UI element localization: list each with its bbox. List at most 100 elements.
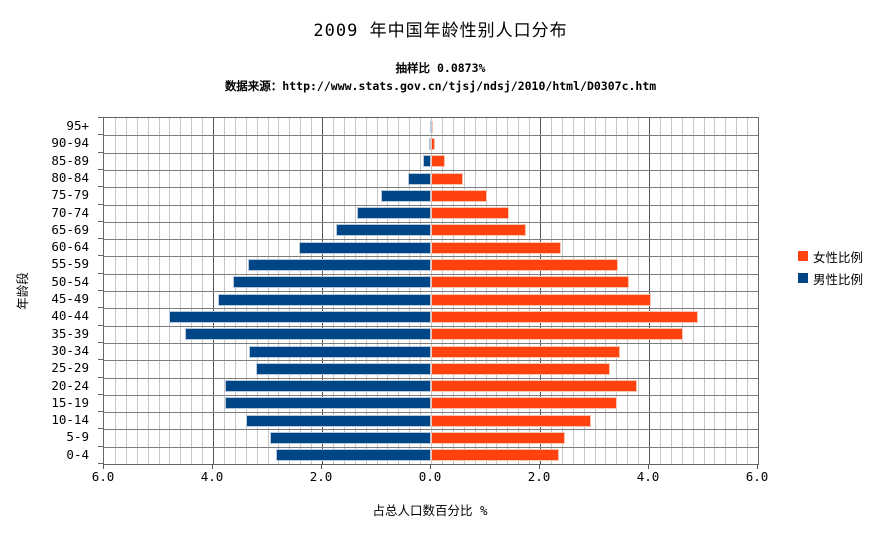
legend-label: 男性比例 bbox=[813, 271, 864, 287]
y-axis-tick-label: 75-79 bbox=[51, 187, 89, 203]
y-axis-tick-label: 20-24 bbox=[51, 377, 89, 393]
bar-female bbox=[431, 432, 565, 445]
bar-female bbox=[431, 137, 435, 150]
bar-male bbox=[224, 380, 431, 393]
y-axis-tick bbox=[98, 168, 103, 170]
x-axis-tick bbox=[103, 464, 104, 469]
gridline-row bbox=[104, 325, 758, 327]
x-axis-tick-label: 0.0 bbox=[418, 469, 442, 484]
y-axis-tick-label: 50-54 bbox=[51, 273, 89, 289]
bar-female bbox=[431, 259, 618, 272]
y-axis-tick-label: 80-84 bbox=[51, 169, 89, 185]
y-axis-tick-label: 5-9 bbox=[66, 429, 89, 445]
legend: 女性比例 男性比例 bbox=[798, 245, 863, 289]
bar-male bbox=[233, 276, 431, 289]
bar-male bbox=[247, 259, 431, 272]
bar-male bbox=[299, 241, 431, 254]
gridline-row bbox=[104, 412, 758, 414]
gridline-row bbox=[104, 273, 758, 275]
gridline-row bbox=[104, 446, 758, 448]
x-axis-tick-label: 4.0 bbox=[200, 469, 224, 484]
bar-female bbox=[431, 449, 559, 462]
bar-male bbox=[224, 397, 431, 410]
gridline-row bbox=[104, 360, 758, 362]
y-axis-tick bbox=[98, 203, 103, 205]
bar-female bbox=[431, 172, 464, 185]
plot-area bbox=[103, 117, 759, 465]
bar-male bbox=[423, 155, 431, 168]
gridline-row bbox=[104, 204, 758, 206]
y-axis-tick bbox=[98, 272, 103, 274]
gridline-row bbox=[104, 152, 758, 154]
legend-item-male: 男性比例 bbox=[798, 267, 863, 289]
y-axis-tick bbox=[98, 255, 103, 257]
y-axis-tick bbox=[98, 445, 103, 447]
y-axis-tick-label: 45-49 bbox=[51, 291, 89, 306]
bar-male bbox=[276, 449, 431, 462]
y-axis-tick-label: 0-4 bbox=[66, 446, 89, 462]
y-axis-tick bbox=[98, 186, 103, 188]
bar-female bbox=[431, 276, 630, 289]
y-axis-tick-label: 40-44 bbox=[51, 308, 89, 324]
y-axis-tick bbox=[98, 359, 103, 361]
y-axis-tick-label: 15-19 bbox=[51, 394, 89, 410]
legend-swatch bbox=[798, 251, 808, 261]
y-axis-tick bbox=[98, 134, 103, 136]
bar-male bbox=[185, 328, 431, 341]
bar-male bbox=[380, 189, 431, 202]
bar-female bbox=[431, 328, 684, 341]
bar-female bbox=[431, 241, 561, 254]
y-axis-tick bbox=[98, 238, 103, 240]
bar-male bbox=[169, 310, 431, 323]
x-axis-tick-label: 4.0 bbox=[636, 469, 660, 484]
legend-item-female: 女性比例 bbox=[798, 245, 863, 267]
gridline-row bbox=[104, 221, 758, 223]
y-axis-tick bbox=[98, 428, 103, 430]
y-axis-tick bbox=[98, 290, 103, 291]
gridline-row bbox=[104, 291, 758, 292]
x-axis-tick-label: 2.0 bbox=[527, 469, 551, 484]
y-axis-tick bbox=[98, 220, 103, 222]
gridline-row bbox=[104, 342, 758, 344]
bar-female bbox=[431, 310, 698, 323]
bar-female bbox=[431, 293, 651, 306]
gridline-row bbox=[104, 187, 758, 189]
bar-male bbox=[245, 414, 431, 427]
y-axis-tick-label: 95+ bbox=[66, 118, 89, 133]
x-axis-tick bbox=[539, 464, 540, 469]
y-axis-tick bbox=[98, 393, 103, 395]
bar-female bbox=[431, 362, 610, 375]
y-axis-tick bbox=[98, 307, 103, 309]
gridline-row bbox=[104, 394, 758, 396]
x-axis-tick-label: 6.0 bbox=[91, 469, 115, 484]
chart-source: 数据来源：http://www.stats.gov.cn/tjsj/ndsj/2… bbox=[224, 79, 657, 93]
x-axis-tick bbox=[648, 464, 649, 469]
bar-male bbox=[428, 137, 431, 150]
gridline-row bbox=[104, 135, 758, 137]
legend-label: 女性比例 bbox=[813, 249, 864, 265]
y-axis-tick-label: 65-69 bbox=[51, 221, 89, 237]
y-axis-tick bbox=[98, 151, 103, 153]
bar-female bbox=[431, 155, 446, 168]
y-axis-tick-label: 35-39 bbox=[51, 325, 89, 341]
y-axis-tick-label: 10-14 bbox=[51, 412, 89, 428]
gridline-row bbox=[104, 377, 758, 379]
bar-female bbox=[431, 414, 591, 427]
y-axis-tick bbox=[98, 463, 103, 464]
bar-female bbox=[431, 189, 487, 202]
x-axis-tick-label: 6.0 bbox=[745, 469, 769, 484]
gridline-row bbox=[104, 239, 758, 241]
bar-male bbox=[269, 432, 431, 445]
gridline-row bbox=[104, 256, 758, 258]
x-axis-tick bbox=[212, 464, 213, 469]
y-axis-tick-label: 55-59 bbox=[51, 256, 89, 272]
x-axis-title: 占总人口数百分比 % bbox=[372, 503, 488, 518]
y-axis-tick bbox=[98, 117, 103, 118]
bar-male bbox=[356, 207, 431, 220]
x-axis-tick bbox=[430, 464, 431, 469]
bar-male bbox=[430, 120, 433, 133]
y-axis-tick-label: 25-29 bbox=[51, 360, 89, 376]
x-axis-tick bbox=[321, 464, 322, 469]
gridline-row bbox=[104, 308, 758, 310]
